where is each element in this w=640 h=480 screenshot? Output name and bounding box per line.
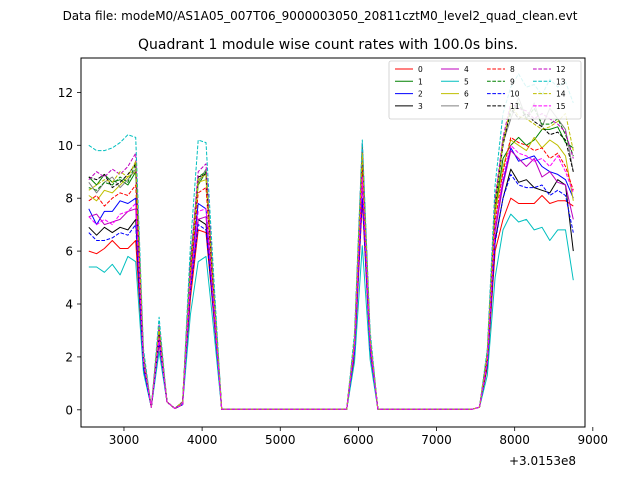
y-axis: 0 2 4 6 8 10 12	[58, 86, 81, 417]
legend-label-12: 12	[556, 65, 566, 74]
legend-label-15: 15	[556, 102, 566, 111]
legend-label-14: 14	[556, 90, 566, 99]
x-tick-label: 4000	[187, 433, 218, 447]
legend-label-11: 11	[510, 102, 520, 111]
y-tick-label: 2	[65, 350, 73, 364]
y-tick-label: 0	[65, 403, 73, 417]
chart-title: Quadrant 1 module wise count rates with …	[138, 37, 518, 53]
x-tick-label: 6000	[343, 433, 374, 447]
x-tick-label: 8000	[499, 433, 530, 447]
legend-label-5: 5	[464, 77, 469, 86]
legend-label-0: 0	[418, 65, 423, 74]
series-layer	[88, 73, 574, 410]
series-line-15	[88, 144, 574, 410]
figure-suptitle: Data file: modeM0/AS1A05_007T06_90000030…	[63, 9, 578, 23]
legend-label-8: 8	[510, 65, 515, 74]
x-tick-label: 3000	[109, 433, 140, 447]
series-line-0	[88, 195, 574, 410]
series-line-5	[88, 213, 574, 410]
legend-label-4: 4	[464, 65, 469, 74]
legend-box	[388, 60, 582, 120]
legend-label-7: 7	[464, 102, 469, 111]
series-line-10	[88, 173, 574, 410]
legend-label-3: 3	[418, 102, 423, 111]
legend-label-2: 2	[418, 90, 423, 99]
x-tick-label: 5000	[265, 433, 296, 447]
legend-label-13: 13	[556, 77, 566, 86]
y-tick-label: 10	[58, 139, 73, 153]
legend-label-6: 6	[464, 90, 469, 99]
legend-label-9: 9	[510, 77, 515, 86]
legend-label-10: 10	[510, 90, 520, 99]
y-tick-label: 12	[58, 86, 73, 100]
y-tick-label: 8	[65, 192, 73, 206]
x-axis: 3000 4000 5000 6000 7000 8000 9000	[109, 427, 608, 447]
y-tick-label: 6	[65, 245, 73, 259]
x-tick-label: 9000	[578, 433, 609, 447]
axes-frame	[80, 57, 586, 428]
x-tick-label: 7000	[421, 433, 452, 447]
y-tick-label: 4	[65, 298, 73, 312]
x-offset-label: +3.0153e8	[509, 454, 576, 468]
legend-label-1: 1	[418, 77, 423, 86]
